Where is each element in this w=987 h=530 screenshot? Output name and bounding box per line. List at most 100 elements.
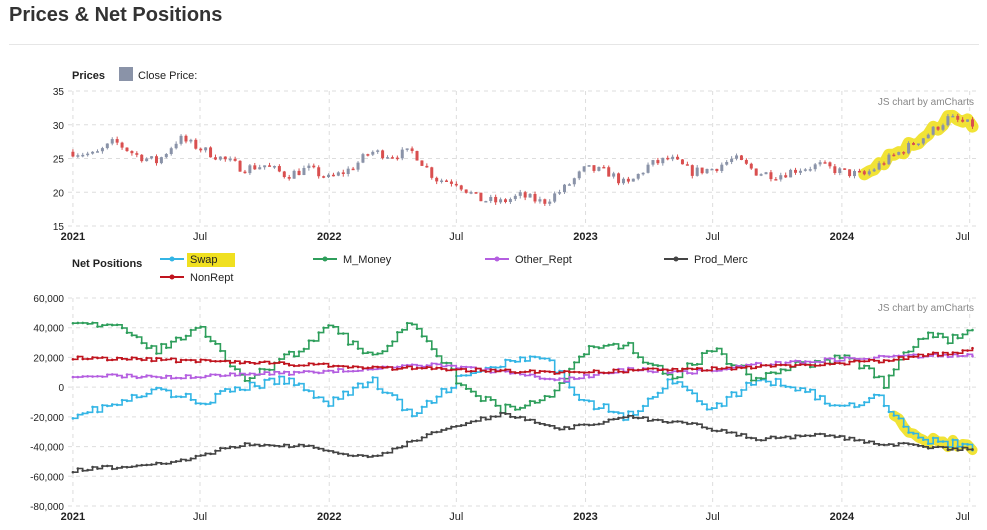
candle-body[interactable] [174,143,178,149]
candle-body[interactable] [926,134,930,139]
candle-body[interactable] [646,164,650,173]
candle-body[interactable] [184,135,188,142]
candle-body[interactable] [312,165,316,168]
candle-body[interactable] [381,150,385,159]
candle-body[interactable] [518,192,522,196]
candle-body[interactable] [833,166,837,174]
candle-body[interactable] [582,166,586,172]
candle-body[interactable] [100,148,104,152]
candle-body[interactable] [567,184,571,186]
candle-body[interactable] [666,157,670,160]
candle-body[interactable] [848,169,852,177]
legend-label-swap[interactable]: Swap [190,254,218,266]
candle-body[interactable] [912,143,916,145]
legend-label-other-rept[interactable]: Other_Rept [515,254,572,266]
candle-body[interactable] [612,173,616,177]
candle-body[interactable] [91,151,95,154]
candle-body[interactable] [602,166,606,169]
candle-body[interactable] [489,196,493,202]
candle-body[interactable] [592,165,596,171]
candle-body[interactable] [621,178,625,184]
candle-body[interactable] [292,170,296,179]
candle-body[interactable] [238,160,242,172]
candle-body[interactable] [710,168,714,171]
candle-body[interactable] [862,171,866,175]
candle-body[interactable] [307,165,311,168]
candle-body[interactable] [808,169,812,171]
candle-body[interactable] [538,199,542,202]
candle-body[interactable] [553,193,557,202]
net-positions-legend[interactable]: Swap M_Money Other_Rept Prod_Merc NonRept [160,253,748,284]
candle-body[interactable] [794,169,798,173]
candle-body[interactable] [931,126,935,135]
candle-body[interactable] [857,171,861,173]
candle-body[interactable] [784,175,788,178]
legend-marker-dot[interactable] [494,256,500,262]
candle-body[interactable] [366,154,370,156]
candle-body[interactable] [268,165,272,167]
candle-body[interactable] [956,115,960,120]
candle-body[interactable] [302,167,306,176]
candle-body[interactable] [513,195,517,200]
candle-body[interactable] [189,139,193,142]
legend-marker-dot[interactable] [169,274,175,280]
candle-body[interactable] [169,148,173,155]
candle-body[interactable] [656,160,660,164]
candle-body[interactable] [838,168,842,174]
candle-body[interactable] [631,178,635,182]
candle-body[interactable] [218,156,222,160]
series-line-m-money[interactable] [72,322,974,414]
candle-body[interactable] [685,164,689,166]
candle-body[interactable] [735,155,739,159]
candle-body[interactable] [454,183,458,186]
candle-body[interactable] [405,148,409,150]
candle-body[interactable] [508,199,512,203]
candle-body[interactable] [533,193,537,202]
candle-body[interactable] [626,178,630,182]
candle-body[interactable] [921,138,925,144]
candle-body[interactable] [336,172,340,176]
series-line-swap[interactable] [72,355,974,451]
net-watermark[interactable]: JS chart by amCharts [878,303,974,314]
candle-body[interactable] [356,162,360,170]
candle-body[interactable] [327,174,331,178]
candle-body[interactable] [223,156,227,160]
candle-body[interactable] [376,150,380,152]
candle-body[interactable] [558,192,562,194]
candle-body[interactable] [346,168,350,174]
candle-body[interactable] [95,151,99,153]
candle-body[interactable] [676,156,680,160]
candle-body[interactable] [641,172,645,175]
candle-body[interactable] [248,165,252,174]
net-lines[interactable] [71,321,974,474]
candle-body[interactable] [341,172,345,174]
candle-body[interactable] [528,193,532,198]
candle-body[interactable] [145,158,149,162]
candle-body[interactable] [159,157,163,164]
candle-body[interactable] [331,174,335,177]
candle-body[interactable] [243,171,247,174]
price-watermark[interactable]: JS chart by amCharts [878,97,974,108]
candle-body[interactable] [671,156,675,160]
candle-body[interactable] [150,156,154,159]
candle-body[interactable] [916,143,920,146]
candle-body[interactable] [213,157,217,160]
candle-body[interactable] [562,184,566,193]
close-price-legend-label[interactable]: Close Price: [138,70,197,82]
series-line-other-rept[interactable] [72,353,974,383]
candle-body[interactable] [459,185,463,190]
candle-body[interactable] [577,171,581,179]
candle-body[interactable] [543,199,547,204]
candle-body[interactable] [951,115,955,118]
candle-body[interactable] [110,139,114,144]
candle-body[interactable] [744,159,748,164]
candle-body[interactable] [887,154,891,165]
candle-body[interactable] [76,155,80,157]
candle-body[interactable] [961,119,965,122]
candle-body[interactable] [587,165,591,167]
candle-body[interactable] [484,201,488,203]
candle-body[interactable] [690,165,694,176]
candle-body[interactable] [317,167,321,177]
candle-body[interactable] [277,166,281,172]
candle-body[interactable] [759,174,763,176]
